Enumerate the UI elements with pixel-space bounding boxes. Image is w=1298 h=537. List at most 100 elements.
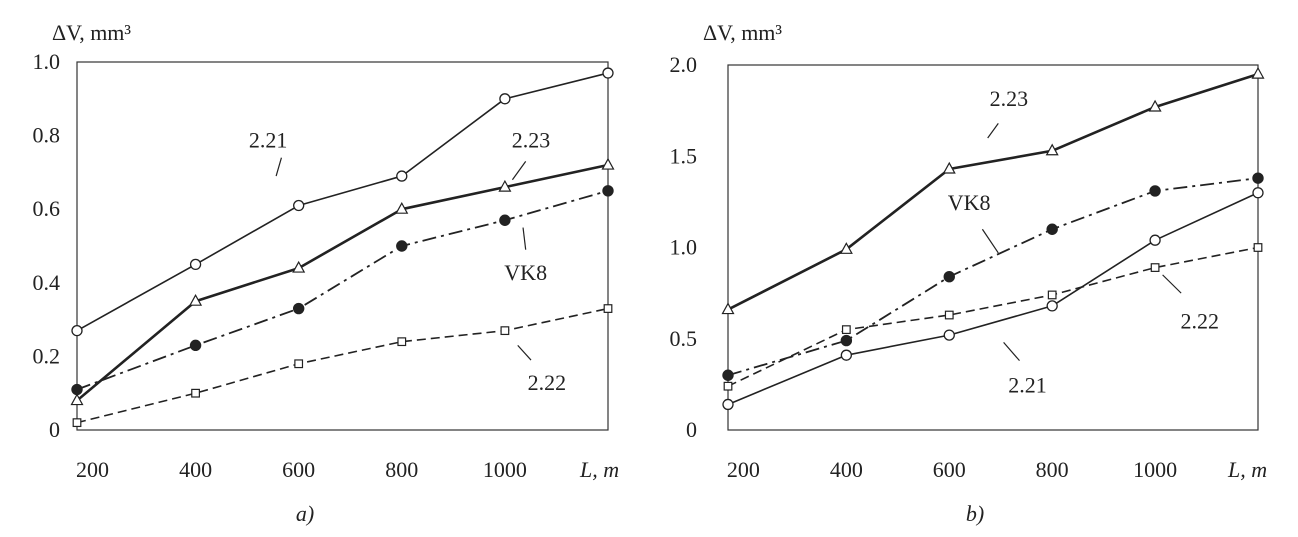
data-point [1252, 187, 1264, 199]
data-point [191, 388, 200, 398]
panel-caption: b) [966, 501, 984, 526]
series-line [727, 72, 1259, 311]
series-line [727, 177, 1259, 377]
data-point [396, 240, 408, 252]
data-point [292, 260, 306, 273]
series-line [76, 189, 609, 391]
series-leader-line [1162, 274, 1182, 294]
y-tick-label: 0.4 [33, 270, 61, 295]
x-tick-label: 1000 [1133, 457, 1177, 482]
data-point [943, 329, 955, 341]
data-point [189, 339, 202, 352]
x-tick-label: 200 [76, 457, 109, 482]
data-point [1148, 99, 1162, 112]
data-point [840, 334, 853, 347]
x-tick-label: 800 [1036, 457, 1069, 482]
series-label: 2.21 [1008, 372, 1047, 397]
series-label: 2.23 [512, 127, 551, 152]
x-tick-label: 1000 [483, 457, 527, 482]
data-point [1047, 290, 1057, 300]
series-2-21: 2.21 [71, 67, 614, 337]
data-point [841, 325, 851, 335]
y-tick-label: 0 [686, 417, 697, 442]
x-axis-label: L, m [579, 457, 619, 482]
series-line [76, 72, 609, 332]
series-line [76, 307, 609, 424]
data-point [1252, 172, 1264, 184]
data-point [1150, 263, 1160, 272]
data-point [1251, 66, 1265, 79]
y-tick-label: 0.6 [33, 196, 61, 221]
data-point [942, 161, 956, 174]
series-leader-line [1003, 342, 1020, 362]
x-tick-label: 600 [933, 457, 966, 482]
series-VK8: VK8 [71, 185, 614, 396]
y-axis-label: ΔV, mm³ [52, 20, 131, 45]
data-point [1253, 243, 1263, 252]
x-axis-label: L, m [1227, 457, 1267, 482]
data-point [602, 67, 614, 79]
chart-panel-2: ΔV, mm³ 0 0.5 1.0 1.5 2.0 200 400 600 800 1000 L, m… [670, 20, 1268, 526]
series-leader-line [522, 227, 527, 250]
data-point [943, 271, 955, 283]
data-point [499, 214, 511, 226]
series-label: VK8 [948, 190, 991, 215]
data-point [294, 359, 304, 369]
data-point [72, 418, 82, 428]
y-tick-label: 1.0 [670, 235, 698, 260]
data-point [1046, 223, 1058, 235]
series-line [76, 163, 609, 402]
data-point [500, 326, 510, 336]
data-point [499, 93, 511, 105]
data-point [1149, 234, 1161, 246]
data-point [722, 398, 734, 411]
y-tick-label: 0 [49, 417, 60, 442]
plot-frame [76, 61, 609, 431]
series-VK8: VK8 [722, 172, 1264, 381]
series-label: VK8 [504, 260, 547, 285]
panel-caption: a) [296, 501, 314, 526]
x-tick-label: 400 [179, 457, 212, 482]
series-leader-line [511, 161, 527, 181]
chart-panel-1: ΔV, mm³ 0 0.2 0.4 0.6 0.8 1.0 200 400 600 800 1000 L… [33, 20, 620, 526]
data-point [1149, 185, 1161, 197]
y-tick-label: 0.8 [33, 123, 61, 148]
series-label: 2.22 [1180, 309, 1219, 334]
x-tick-label: 600 [282, 457, 315, 482]
data-point [292, 302, 305, 315]
series-2-21: 2.21 [722, 187, 1264, 411]
y-axis-label: ΔV, mm³ [703, 20, 782, 45]
data-point [70, 393, 84, 406]
y-tick-label: 1.0 [33, 49, 61, 74]
data-point [189, 293, 203, 306]
data-point [1045, 143, 1059, 156]
series-leader-line [517, 344, 532, 361]
series-2-23: 2.23 [70, 127, 615, 406]
y-tick-label: 2.0 [670, 52, 698, 77]
series-2-23: 2.23 [721, 66, 1265, 315]
data-point [293, 199, 305, 212]
data-point [722, 369, 734, 381]
data-point [1046, 300, 1058, 312]
data-point [840, 349, 852, 361]
data-point [839, 242, 853, 254]
series-label: 2.23 [990, 86, 1029, 111]
data-point [498, 179, 512, 192]
y-tick-label: 0.2 [33, 343, 61, 368]
series-leader-line [981, 228, 999, 254]
series-line [727, 192, 1259, 406]
data-point [395, 201, 409, 214]
data-point [944, 310, 954, 320]
series-leader-line [275, 157, 283, 177]
data-point [723, 381, 733, 391]
x-tick-label: 200 [727, 457, 760, 482]
y-tick-label: 0.5 [670, 326, 698, 351]
series-leader-line [987, 123, 999, 139]
data-point [603, 304, 613, 313]
data-point [396, 170, 408, 182]
x-tick-label: 400 [830, 457, 863, 482]
data-point [721, 302, 735, 315]
series-line [727, 246, 1259, 387]
data-point [602, 185, 614, 197]
series-2-22: 2.22 [723, 243, 1263, 391]
